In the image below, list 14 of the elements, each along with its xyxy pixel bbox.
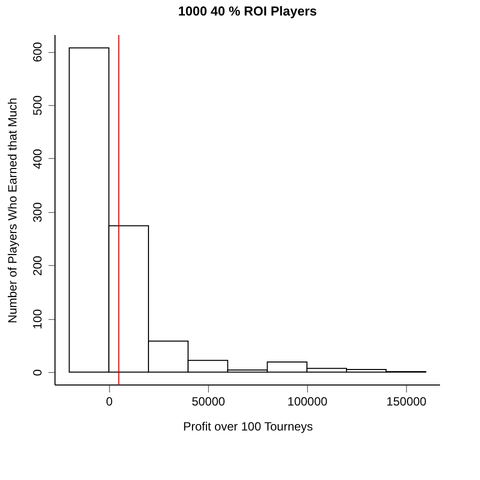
chart-title: 1000 40 % ROI Players <box>178 4 317 18</box>
y-tick-label: 0 <box>30 369 44 376</box>
y-tick-label: 200 <box>30 255 44 276</box>
y-tick-label: 500 <box>30 95 44 116</box>
x-tick-label: 150000 <box>386 394 427 408</box>
y-tick-label: 300 <box>30 202 44 222</box>
y-tick-label: 600 <box>30 42 44 62</box>
y-tick-label: 100 <box>30 308 44 330</box>
x-tick-label: 50000 <box>192 394 226 408</box>
x-axis-title: Profit over 100 Tourneys <box>183 420 313 434</box>
y-tick-label: 400 <box>30 148 44 169</box>
y-axis-title: Number of Players Who Earned that Much <box>6 98 20 324</box>
x-tick-label: 0 <box>106 394 114 408</box>
x-tick-label: 100000 <box>287 394 328 408</box>
